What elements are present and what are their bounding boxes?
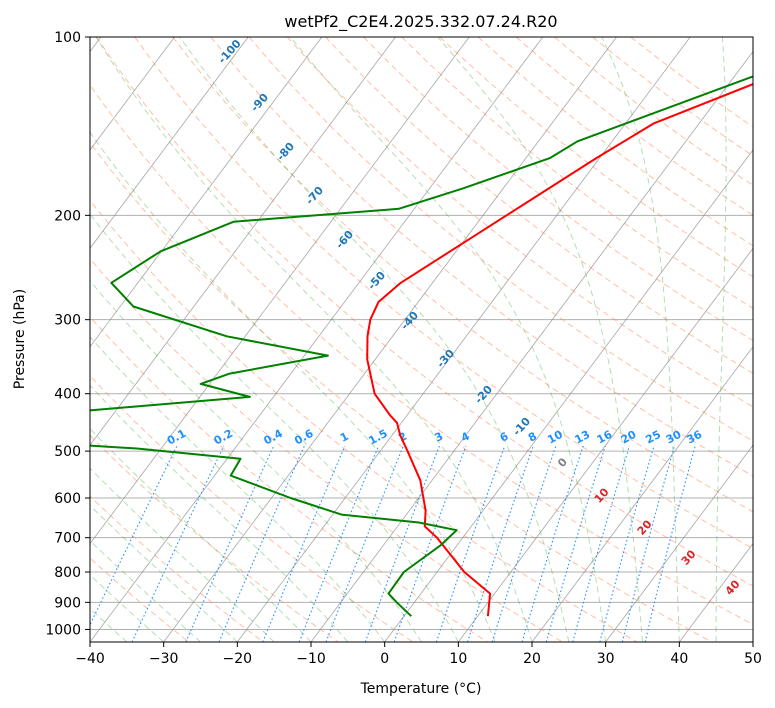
y-tick-label: 500	[54, 444, 81, 460]
moist-adiabat	[90, 540, 201, 642]
mixing-ratio-line	[393, 445, 467, 642]
dry-adiabat	[172, 37, 753, 513]
isotherm	[90, 37, 396, 446]
moist-adiabat	[90, 467, 275, 642]
moist-adiabat	[90, 427, 312, 642]
mixing-ratio-label: 36	[685, 428, 705, 447]
mixing-ratio-label: 30	[664, 428, 684, 447]
moist-adiabat	[601, 37, 680, 642]
mixing-ratio-line	[218, 445, 305, 642]
moist-adiabat	[715, 37, 727, 642]
mixing-ratio-label: 16	[595, 428, 615, 447]
temperature-line	[366, 83, 753, 617]
x-tick-label: −40	[75, 651, 105, 667]
mixing-ratio-line	[521, 445, 584, 642]
moist-adiabat	[290, 37, 607, 642]
dewpoint-line	[90, 75, 753, 617]
x-axis-label: Temperature (°C)	[360, 681, 482, 697]
isotherm	[90, 37, 544, 642]
y-tick-label: 700	[54, 531, 81, 547]
moist-adiabat	[90, 574, 165, 642]
plot-area: 0.1 0.2 0.4 0.6 1 1.5 2 3 4 6 8 10 13 16 20 25 30 36 -100…	[90, 37, 753, 642]
x-tick-label: 0	[380, 651, 389, 667]
mixing-ratio-line	[364, 445, 441, 642]
y-axis: 100 200 300 400 500 600 700 800 900 1000	[45, 30, 90, 638]
x-tick-label: −20	[223, 651, 253, 667]
isotherm	[384, 149, 753, 642]
y-tick-label: 100	[54, 30, 81, 46]
isotherm	[237, 37, 691, 642]
dry-adiabat	[90, 199, 638, 642]
x-tick-label: 50	[744, 651, 762, 667]
mixing-ratio-label: 25	[643, 428, 663, 447]
x-tick-label: −10	[296, 651, 326, 667]
dry-adiabat	[90, 257, 563, 642]
mixing-ratio-line	[599, 445, 655, 642]
dry-adiabat	[90, 84, 753, 625]
moist-adiabat	[90, 131, 496, 642]
y-tick-label: 900	[54, 595, 81, 611]
mixing-ratio-line	[435, 445, 506, 642]
y-tick-label: 1000	[45, 622, 81, 638]
isotherm	[605, 444, 753, 642]
moist-adiabat	[437, 37, 643, 642]
isotherms	[90, 37, 753, 642]
y-tick-label: 200	[54, 208, 81, 224]
dry-adiabat	[401, 37, 753, 309]
y-axis-label: Pressure (hPa)	[12, 289, 28, 389]
dry-adiabat	[90, 316, 488, 642]
isotherm	[163, 37, 617, 642]
x-tick-label: 40	[670, 651, 688, 667]
profile-series	[90, 75, 753, 617]
x-axis: −40 −30 −20 −10 0 10 20 30 40 50	[75, 642, 762, 667]
moist-adiabat	[95, 37, 533, 642]
isotherm	[90, 37, 175, 151]
mixing-ratio-label: 10	[545, 428, 565, 447]
dry-adiabat	[90, 375, 414, 642]
moist-adiabat	[90, 384, 349, 642]
mixing-ratio-line	[644, 445, 696, 642]
dry-adiabat	[90, 141, 712, 642]
dry-adiabats	[90, 37, 753, 642]
x-tick-label: 30	[597, 651, 615, 667]
mixing-ratio-line	[572, 445, 630, 642]
dry-adiabat	[325, 37, 753, 374]
x-tick-label: −30	[149, 651, 179, 667]
mixing-ratio-line	[621, 445, 676, 642]
mixing-ratio-line	[491, 445, 557, 642]
chart-title: wetPf2_C2E4.2025.332.07.24.R20	[284, 12, 557, 32]
x-tick-label: 10	[449, 651, 467, 667]
isotherm	[310, 50, 753, 642]
dry-adiabat	[363, 37, 753, 342]
isotherm	[458, 247, 753, 642]
mixing-ratio-line	[545, 445, 606, 642]
y-tick-label: 300	[54, 313, 81, 329]
y-tick-label: 800	[54, 565, 81, 581]
moist-adiabat	[90, 213, 459, 642]
y-tick-label: 600	[54, 491, 81, 507]
plot-frame	[89, 36, 754, 643]
moist-adiabat	[179, 37, 570, 642]
dry-adiabat	[134, 37, 753, 550]
dry-adiabat	[96, 37, 753, 587]
isotherm	[90, 37, 323, 348]
mixing-ratio-line	[90, 445, 178, 627]
moist-adiabat	[90, 335, 386, 642]
y-tick-label: 400	[54, 387, 81, 403]
isotherm	[531, 346, 753, 642]
isotherm	[90, 37, 249, 250]
mixing-ratio-line	[466, 445, 534, 642]
x-tick-label: 20	[523, 651, 541, 667]
mixing-ratio-label: 13	[573, 428, 593, 447]
dry-adiabat	[90, 557, 190, 642]
moist-adiabats	[90, 37, 753, 642]
dry-adiabat	[90, 495, 264, 642]
moist-adiabat	[90, 504, 238, 642]
mixing-ratio-label: 20	[619, 428, 639, 447]
